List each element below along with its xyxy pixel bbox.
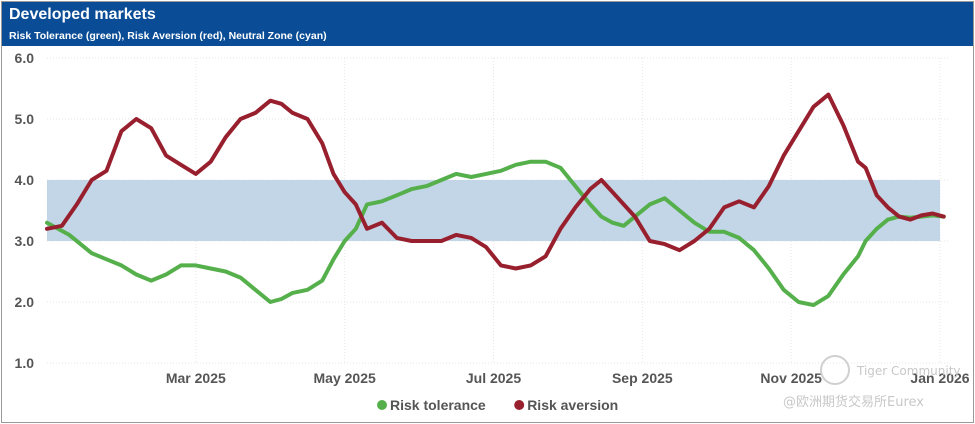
chart-legend: Risk tolerance Risk aversion: [377, 397, 618, 413]
watermark: Tiger Community @欧洲期货交易所Eurex: [783, 355, 961, 410]
series-lines: [45, 92, 946, 308]
y-tick-label: 1.0: [15, 355, 35, 371]
legend-label: Risk aversion: [527, 397, 618, 413]
neutral-zone-band: [47, 180, 940, 241]
chart-title: Developed markets: [9, 6, 156, 23]
y-tick-label: 2.0: [15, 294, 35, 310]
series-line-risk-aversion: [45, 92, 946, 271]
y-axis-ticks: 1.0 2.0 3.0 4.0 5.0 6.0: [15, 50, 35, 371]
x-tick-label: May 2025: [314, 370, 376, 386]
watermark-brand: Tiger Community: [856, 364, 961, 378]
y-tick-label: 3.0: [15, 233, 35, 249]
y-tick-label: 5.0: [15, 111, 35, 127]
y-tick-label: 6.0: [15, 50, 35, 66]
x-tick-label: Sep 2025: [612, 370, 673, 386]
neutral-zone: [47, 180, 940, 241]
series-line-risk-tolerance: [45, 159, 946, 308]
legend-marker: [514, 400, 525, 410]
watermark-account: @欧洲期货交易所Eurex: [783, 394, 924, 410]
x-tick-label: Mar 2025: [166, 370, 226, 386]
x-tick-label: Nov 2025: [760, 370, 822, 386]
x-tick-label: Jan 2026: [910, 370, 969, 386]
legend-label: Risk tolerance: [390, 397, 486, 413]
chart-subtitle: Risk Tolerance (green), Risk Aversion (r…: [9, 30, 327, 42]
tiger-logo-icon: [820, 355, 850, 385]
legend-marker: [377, 400, 387, 410]
y-tick-label: 4.0: [15, 172, 35, 188]
x-tick-label: Jul 2025: [466, 370, 521, 386]
chart-header: Developed markets Risk Tolerance (green)…: [2, 2, 973, 46]
x-axis-ticks: Mar 2025 May 2025 Jul 2025 Sep 2025 Nov 2025…: [166, 370, 970, 386]
